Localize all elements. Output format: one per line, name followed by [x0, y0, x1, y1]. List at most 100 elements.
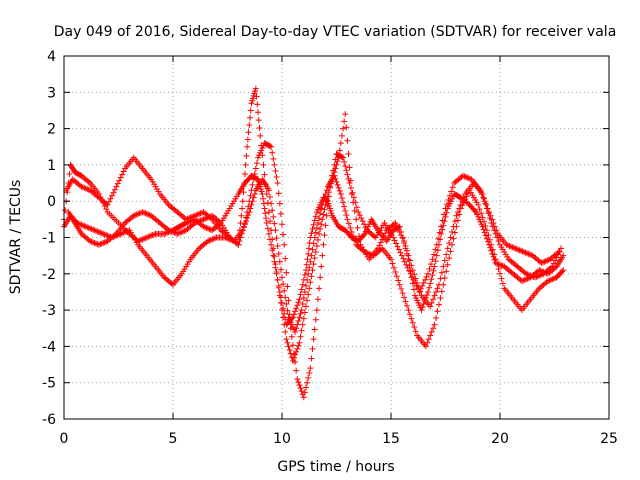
data-point — [446, 192, 453, 199]
data-point — [98, 230, 105, 237]
data-point — [405, 252, 412, 259]
data-point — [104, 232, 111, 239]
data-point — [406, 257, 413, 264]
data-point — [297, 385, 304, 392]
data-point — [274, 242, 281, 249]
data-point — [397, 249, 404, 256]
data-point — [406, 267, 413, 274]
data-point — [478, 210, 485, 217]
data-point — [425, 270, 432, 277]
data-point — [244, 143, 251, 150]
data-point — [481, 218, 488, 225]
data-point — [270, 213, 277, 220]
series-trace-1 — [61, 161, 567, 328]
data-point — [298, 388, 305, 395]
data-point — [269, 207, 276, 214]
data-point — [201, 215, 208, 222]
data-point — [483, 201, 490, 208]
data-point — [274, 276, 281, 283]
data-point — [301, 272, 308, 279]
data-point — [497, 261, 503, 268]
data-point — [457, 201, 464, 208]
data-point — [238, 212, 245, 219]
data-point — [431, 263, 438, 270]
data-point — [296, 382, 303, 389]
data-point — [107, 195, 114, 202]
data-point — [311, 234, 318, 241]
data-point — [306, 285, 313, 292]
data-point — [333, 178, 340, 185]
data-point — [355, 209, 362, 216]
data-point — [101, 239, 108, 246]
data-point — [293, 348, 300, 355]
data-point — [236, 234, 243, 241]
data-point — [403, 302, 410, 309]
data-point — [309, 345, 316, 352]
data-point — [544, 257, 551, 264]
data-point — [94, 228, 101, 235]
data-point — [555, 251, 562, 258]
data-point — [312, 316, 319, 323]
data-point — [62, 207, 69, 214]
data-point — [306, 264, 313, 271]
data-point — [318, 221, 325, 228]
data-point — [347, 177, 354, 184]
data-point — [81, 223, 88, 230]
data-point — [380, 233, 387, 240]
data-point — [340, 125, 347, 132]
data-point — [428, 276, 435, 283]
series-trace-4 — [63, 85, 565, 364]
data-point — [282, 294, 289, 301]
data-point — [249, 181, 256, 188]
data-point — [175, 230, 182, 237]
data-point — [528, 273, 535, 280]
data-point — [241, 170, 248, 177]
data-point — [443, 251, 450, 258]
data-point — [122, 229, 129, 236]
data-point — [321, 206, 328, 213]
data-point — [453, 212, 460, 219]
data-point — [171, 229, 178, 236]
series-trace-2 — [61, 172, 567, 350]
data-point — [434, 308, 441, 315]
data-point — [431, 321, 438, 328]
data-point — [393, 273, 400, 280]
data-point — [488, 241, 495, 248]
data-point — [199, 216, 206, 223]
data-point — [509, 244, 516, 251]
data-point — [524, 271, 531, 278]
data-point — [430, 267, 437, 274]
data-point — [244, 215, 251, 222]
data-point — [392, 219, 399, 226]
data-point — [523, 270, 530, 277]
data-point — [471, 207, 478, 214]
data-point — [252, 85, 259, 92]
data-point — [483, 235, 490, 242]
data-point — [344, 216, 351, 223]
data-point — [343, 212, 350, 219]
data-point — [293, 325, 300, 332]
data-point — [435, 301, 442, 308]
data-point — [263, 219, 270, 226]
data-point — [139, 209, 146, 216]
data-point — [441, 257, 448, 264]
data-point — [449, 229, 456, 236]
data-point — [279, 221, 285, 228]
data-point — [119, 171, 126, 178]
data-point — [293, 367, 300, 374]
data-point — [276, 292, 283, 299]
data-point — [553, 254, 560, 261]
data-point — [414, 279, 421, 286]
data-point — [320, 241, 327, 248]
data-point — [435, 281, 442, 288]
data-point — [251, 170, 258, 177]
data-point — [337, 190, 344, 197]
data-point — [427, 280, 434, 287]
data-point — [267, 218, 274, 225]
data-point — [281, 321, 288, 328]
data-point — [483, 205, 490, 212]
data-point — [312, 213, 319, 220]
data-point — [275, 190, 282, 197]
data-point — [247, 114, 254, 121]
data-point — [395, 246, 402, 253]
